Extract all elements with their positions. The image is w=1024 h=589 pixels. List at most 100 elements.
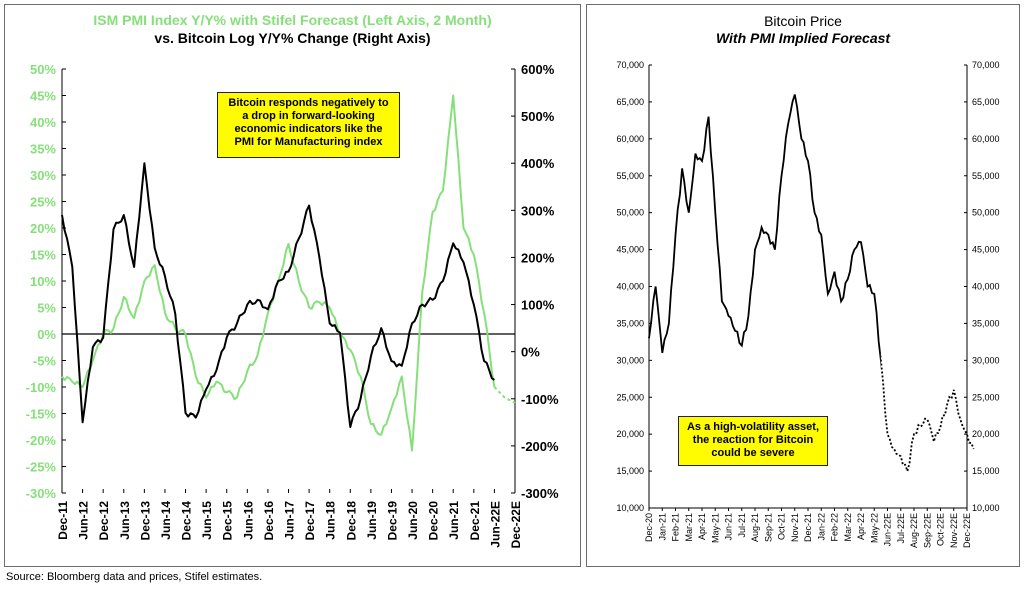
y-tick-label: -10%: [26, 380, 57, 395]
y-tick-label: -30%: [26, 486, 57, 501]
y-tick-label: 35%: [30, 142, 56, 157]
left-chart-subtitle: vs. Bitcoin Log Y/Y% Change (Right Axis): [154, 30, 431, 46]
y2-tick-label: -300%: [521, 486, 559, 501]
x-tick-label: Jun-22E: [488, 501, 502, 548]
x-tick-label: Jan-21: [657, 513, 667, 541]
y2-tick-label: 500%: [521, 109, 555, 124]
y2-tick-label: 20,000: [972, 429, 1000, 439]
y-tick-label: 45%: [30, 89, 56, 104]
x-tick-label: Jun-22E: [883, 513, 893, 547]
y2-tick-label: 600%: [521, 62, 555, 77]
x-tick-label: Jun-18: [324, 501, 338, 540]
right-chart-subtitle: With PMI Implied Forecast: [715, 30, 891, 46]
pmi-forecast-series-line: [493, 386, 516, 404]
x-tick-label: Dec-20: [644, 513, 654, 542]
x-tick-label: Dec-11: [56, 501, 70, 540]
y-tick-label: 20%: [30, 221, 56, 236]
x-tick-label: Apr-22: [856, 513, 866, 540]
x-tick-label: Jul-22E: [896, 513, 906, 544]
x-tick-label: Dec-18: [344, 501, 358, 541]
y-tick-label: 15%: [30, 248, 56, 263]
x-tick-label: Jun-21: [447, 501, 461, 540]
y-tick-label: 30%: [30, 168, 56, 183]
y-tick-label: 70,000: [616, 60, 644, 70]
y2-tick-label: 15,000: [972, 466, 1000, 476]
bitcoin-price-chart: 70,000 70,000 65,000 65,000 60,000 60,000 55,0…: [616, 60, 1000, 548]
x-tick-label: Sep-21: [763, 513, 773, 542]
x-tick-label: Dec-22E: [509, 501, 523, 548]
y2-tick-label: 10,000: [972, 503, 1000, 513]
x-tick-label: Sep-22E: [922, 513, 932, 548]
y-tick-label: 0%: [37, 327, 56, 342]
x-tick-label: Jun-20: [406, 501, 420, 540]
x-tick-label: Mar-22: [843, 513, 853, 542]
left-chart-title: ISM PMI Index Y/Y% with Stifel Forecast …: [93, 12, 492, 28]
right-chart-annotation: As a high-volatility asset, the reaction…: [678, 416, 828, 466]
x-tick-label: Jun-16: [241, 501, 255, 540]
y-tick-label: 40,000: [616, 282, 644, 292]
x-tick-label: Aug-22E: [909, 513, 919, 548]
y-tick-label: 25,000: [616, 392, 644, 402]
x-tick-label: Dec-21: [803, 513, 813, 542]
y2-tick-label: 35,000: [972, 318, 1000, 328]
x-tick-label: Jan-22: [816, 513, 826, 541]
x-tick-label: Jun-17: [283, 501, 297, 540]
right-chart-title: Bitcoin Price: [764, 13, 842, 29]
x-tick-label: Jun-19: [365, 501, 379, 540]
x-tick-label: Dec-15: [221, 501, 235, 541]
x-tick-label: May-22: [869, 513, 879, 543]
left-chart-annotation: Bitcoin responds negatively to a drop in…: [217, 92, 400, 158]
y2-tick-label: 60,000: [972, 134, 1000, 144]
y-tick-label: -20%: [26, 433, 57, 448]
y2-tick-label: -100%: [521, 392, 559, 407]
y-tick-label: 50,000: [616, 208, 644, 218]
y-tick-label: 15,000: [616, 466, 644, 476]
x-tick-label: Oct-22E: [936, 513, 946, 546]
y-tick-label: -25%: [26, 460, 57, 475]
x-tick-label: Nov-22E: [949, 513, 959, 548]
x-tick-label: Jun-21: [724, 513, 734, 541]
y-tick-label: 40%: [30, 115, 56, 130]
y2-tick-label: 65,000: [972, 97, 1000, 107]
y-tick-label: 65,000: [616, 97, 644, 107]
y2-tick-label: 400%: [521, 156, 555, 171]
x-tick-label: Dec-19: [385, 501, 399, 541]
x-tick-label: Dec-13: [138, 501, 152, 541]
bitcoin-price-panel: Bitcoin Price With PMI Implied Forecast …: [586, 4, 1020, 567]
x-tick-label: Apr-21: [697, 513, 707, 540]
x-tick-label: Dec-20: [427, 501, 441, 541]
x-tick-label: Jun-15: [200, 501, 214, 540]
pmi-vs-bitcoin-panel: ISM PMI Index Y/Y% with Stifel Forecast …: [4, 4, 581, 567]
x-tick-label: Jul-21: [737, 513, 747, 538]
x-tick-label: Dec-12: [97, 501, 111, 541]
y-tick-label: 30,000: [616, 355, 644, 365]
y-tick-label: 55,000: [616, 171, 644, 181]
pmi-bitcoin-chart: 50% 45% 40% 35% 30% 25% 20% 15% 10% 5% 0% -5% -10% -1…: [26, 62, 559, 548]
x-tick-label: Jun-13: [118, 501, 132, 540]
x-tick-label: Aug-21: [750, 513, 760, 542]
y-tick-label: 45,000: [616, 245, 644, 255]
y2-tick-label: 45,000: [972, 245, 1000, 255]
y-tick-label: 50%: [30, 62, 56, 77]
y2-tick-label: 70,000: [972, 60, 1000, 70]
y-tick-label: -15%: [26, 407, 57, 422]
bitcoin-forecast-series-line: [880, 352, 975, 475]
y2-tick-label: 200%: [521, 250, 555, 265]
y-tick-label: 25%: [30, 195, 56, 210]
x-tick-label: Feb-22: [830, 513, 840, 542]
y2-tick-label: -200%: [521, 439, 559, 454]
y2-tick-label: 300%: [521, 203, 555, 218]
y-tick-label: 10,000: [616, 503, 644, 513]
x-tick-label: Dec-14: [180, 501, 194, 541]
x-tick-label: Nov-21: [790, 513, 800, 542]
y2-tick-label: 100%: [521, 298, 555, 313]
bitcoin-log-yoy-series-line: [61, 162, 495, 428]
y2-tick-label: 30,000: [972, 355, 1000, 365]
source-note: Source: Bloomberg data and prices, Stife…: [6, 571, 263, 583]
x-tick-label: Dec-22E: [962, 513, 972, 548]
y-tick-label: 5%: [37, 301, 56, 316]
x-tick-label: Oct-21: [777, 513, 787, 540]
y2-tick-label: 25,000: [972, 392, 1000, 402]
x-tick-label: May-21: [710, 513, 720, 543]
x-tick-label: Feb-21: [671, 513, 681, 542]
